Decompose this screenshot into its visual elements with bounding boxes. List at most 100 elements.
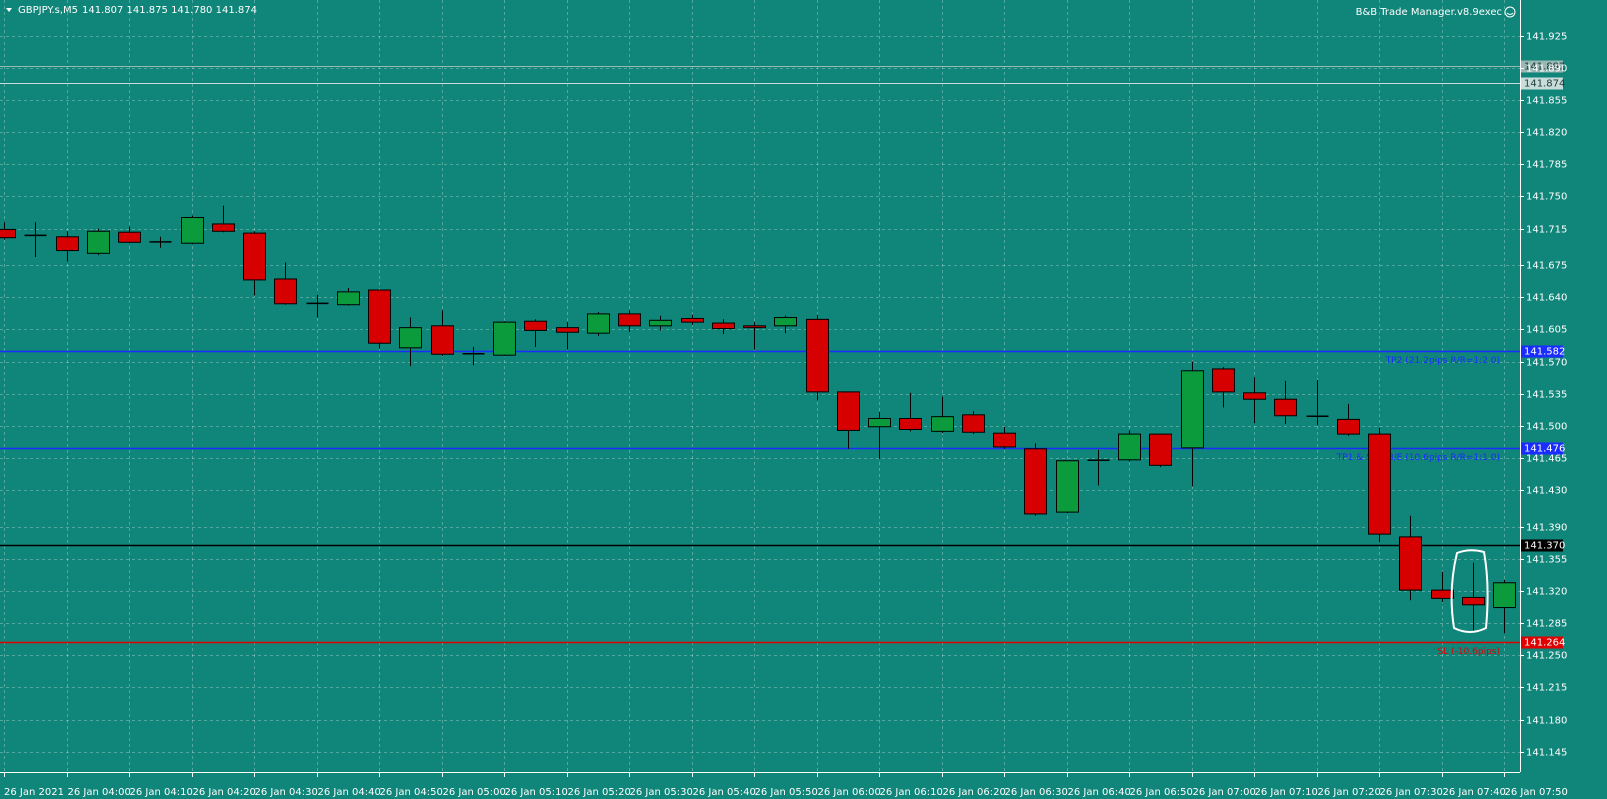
y-tick-label: 141.925: [1526, 32, 1567, 43]
y-tick-label: 141.820: [1526, 128, 1567, 139]
y-tick-label: 141.180: [1526, 716, 1567, 727]
x-tick-label: 26 Jan 04:00: [68, 787, 131, 798]
y-tick-label: 141.500: [1526, 422, 1567, 433]
level-text: TP2 (21.2pips R/R=1:2.0): [1385, 356, 1500, 366]
level-price-tag: [1521, 539, 1563, 552]
candle-body: [649, 319, 672, 327]
x-tick-label: 26 Jan 06:20: [943, 787, 1006, 798]
x-tick-label: 26 Jan 05:20: [568, 787, 631, 798]
candle-body: [1243, 392, 1266, 400]
price-tag-label: 141.874: [1524, 79, 1565, 90]
candle-body: [1462, 596, 1485, 606]
x-tick-label: 26 Jan 07:20: [1318, 787, 1381, 798]
y-tick-label: 141.465: [1526, 454, 1567, 465]
candle-body: [1118, 433, 1141, 461]
x-tick-label: 26 Jan 07:50: [1505, 787, 1568, 798]
candle-body: [399, 327, 422, 349]
symbol-title: GBPJPY.s,M5: [18, 5, 78, 16]
grid: [0, 0, 1520, 772]
candle-body: [931, 416, 954, 432]
x-tick-label: 26 Jan 04:10: [130, 787, 193, 798]
y-tick-label: 141.605: [1526, 325, 1567, 336]
candle-body: [587, 313, 610, 334]
candle-body: [837, 391, 860, 431]
smiley-icon: [1504, 6, 1516, 18]
x-tick-label: 26 Jan 04:20: [193, 787, 256, 798]
y-tick-label: 141.250: [1526, 651, 1567, 662]
x-tick-label: 26 Jan 07:00: [1193, 787, 1256, 798]
candle-body: [1274, 398, 1297, 417]
y-tick-label: 141.145: [1526, 748, 1567, 759]
candle-body: [712, 322, 735, 330]
y-tick-label: 141.285: [1526, 619, 1567, 630]
x-tick-label: 26 Jan 05:50: [755, 787, 818, 798]
candle-body: [681, 317, 704, 323]
level-price-label: 141.264: [1524, 638, 1565, 649]
indicator-name: B&B Trade Manager.v8.9exec: [1356, 7, 1502, 18]
y-tick-label: 141.430: [1526, 486, 1567, 497]
hand-drawn-annotation: [1450, 549, 1489, 633]
candle-body: [1181, 370, 1204, 449]
menu-arrow[interactable]: [6, 8, 12, 12]
x-tick-label: 26 Jan 07:30: [1380, 787, 1443, 798]
candle-body: [993, 432, 1016, 448]
price-tag-label: 141.892: [1524, 62, 1565, 73]
x-tick-label: 26 Jan 04:50: [380, 787, 443, 798]
candle-body: [1024, 448, 1047, 515]
candle-body: [274, 278, 297, 305]
smiley-mouth: [1506, 12, 1514, 15]
candle-body: [868, 417, 891, 428]
candle-body: [556, 327, 579, 333]
x-tick-label: 26 Jan 05:30: [630, 787, 693, 798]
candle-body: [493, 321, 516, 356]
candle-body: [1493, 582, 1516, 609]
y-tick-label: 141.890: [1526, 64, 1567, 75]
x-tick-label: 26 Jan 05:10: [505, 787, 568, 798]
y-tick-label: 141.640: [1526, 293, 1567, 304]
level-price-tag: [1521, 442, 1563, 455]
y-tick-label: 141.215: [1526, 683, 1567, 694]
y-tick-label: 141.785: [1526, 160, 1567, 171]
x-tick-label: 26 Jan 07:10: [1255, 787, 1318, 798]
candle-body: [1056, 460, 1079, 513]
ohlc-header: 141.807 141.875 141.780 141.874: [82, 5, 257, 16]
price-tag: [1521, 60, 1563, 73]
candle-body: [56, 236, 79, 252]
candle-body: [431, 325, 454, 355]
candle-body: [899, 417, 922, 431]
x-tick-label: 26 Jan 06:50: [1130, 787, 1193, 798]
candle-body: [1368, 433, 1391, 535]
candle-body: [368, 289, 391, 344]
y-tick-label: 141.320: [1526, 587, 1567, 598]
y-tick-label: 141.390: [1526, 523, 1567, 534]
x-tick-label: 26 Jan 06:00: [818, 787, 881, 798]
level-price-label: 141.476: [1524, 444, 1565, 455]
x-tick-label: 26 Jan 04:30: [255, 787, 318, 798]
candle-body: [618, 313, 641, 327]
candle-body: [212, 223, 235, 232]
candle-body: [118, 231, 141, 243]
candle-body: [1337, 418, 1360, 435]
candle-body: [1399, 536, 1422, 591]
x-tick-label: 26 Jan 2021: [4, 787, 64, 798]
x-tick-label: 26 Jan 05:00: [443, 787, 506, 798]
y-tick-label: 141.855: [1526, 96, 1567, 107]
x-tick-label: 26 Jan 06:30: [1005, 787, 1068, 798]
x-tick-label: 26 Jan 07:40: [1443, 787, 1506, 798]
axes: 141.925 141.890 141.855 141.820 141.785 141.7…: [4, 32, 1568, 798]
y-tick-label: 141.535: [1526, 390, 1567, 401]
candle-body: [524, 320, 547, 331]
candle-body: [743, 325, 766, 329]
y-tick-label: 141.675: [1526, 261, 1567, 272]
x-tick-label: 26 Jan 04:40: [318, 787, 381, 798]
candle-body: [1431, 589, 1454, 599]
candle-body: [1149, 433, 1172, 466]
levels: 141.892 141.874 141.582 TP2 (21.2pips R/R=1…: [0, 60, 1565, 657]
y-tick-label: 141.570: [1526, 358, 1567, 369]
y-tick-label: 141.715: [1526, 225, 1567, 236]
candle-body: [87, 230, 110, 254]
level-price-tag: [1521, 636, 1563, 649]
level-text: TP1 & SL->B/E (10.6pips R/R=1:1.0): [1336, 453, 1500, 463]
